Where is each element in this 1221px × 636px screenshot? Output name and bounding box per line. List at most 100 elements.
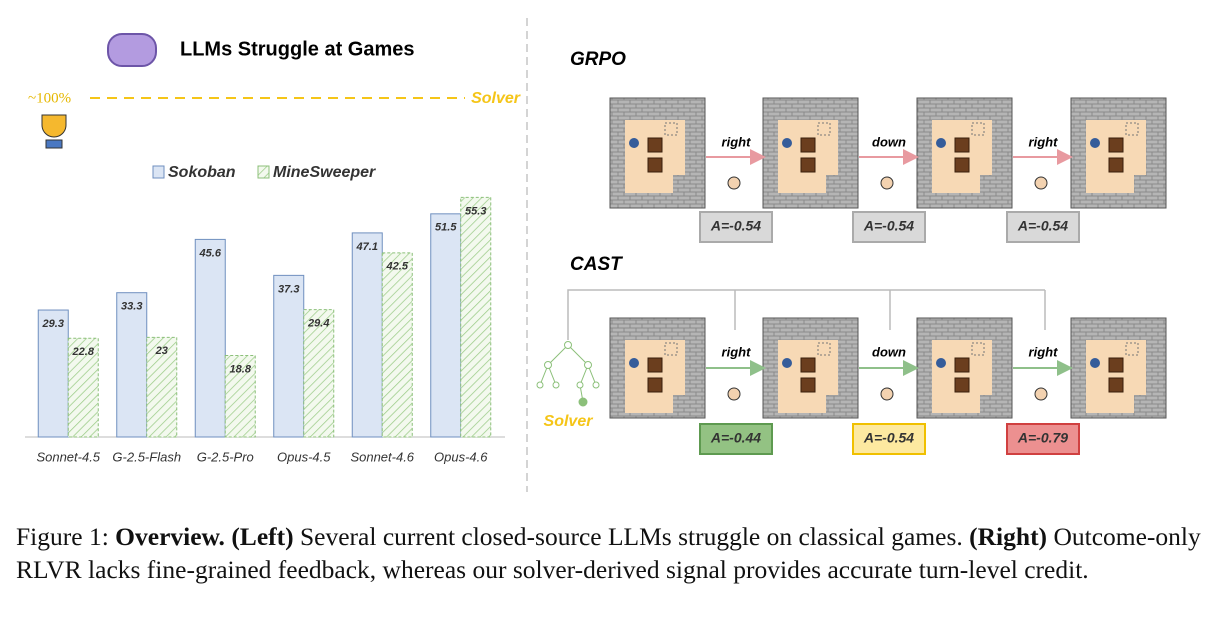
advantage-label: A=-0.54 — [710, 218, 761, 234]
box — [647, 377, 663, 393]
x-tick-label: Opus-4.5 — [277, 449, 331, 464]
bar — [303, 309, 335, 438]
reference-name: Solver — [471, 90, 521, 107]
value-label: 37.3 — [278, 283, 299, 295]
bar — [351, 232, 383, 438]
player — [936, 138, 946, 148]
value-label: 29.4 — [307, 318, 329, 330]
agent — [1034, 387, 1048, 401]
box — [800, 357, 816, 373]
box — [954, 137, 970, 153]
box — [954, 377, 970, 393]
advantage-box — [1006, 211, 1080, 243]
value-label: 22.8 — [72, 346, 95, 358]
reference-label: ~100% — [28, 90, 71, 106]
advantage-label: A=-0.54 — [863, 430, 914, 446]
solver-links — [567, 289, 1046, 340]
grpo-label: GRPO — [570, 49, 626, 70]
trophy-icon — [41, 114, 67, 138]
player — [782, 358, 792, 368]
bar — [224, 355, 256, 438]
action-label: right — [722, 134, 752, 149]
bar — [381, 252, 413, 438]
caption-left-tag: (Left) — [231, 522, 294, 551]
advantage-box — [852, 423, 926, 455]
caption-right: Outcome-only RLVR lacks fine-grained fee… — [16, 522, 1201, 584]
bar — [194, 238, 226, 438]
agent — [727, 176, 741, 190]
legend-swatch — [257, 165, 270, 179]
value-label: 33.3 — [121, 301, 142, 313]
x-tick-label: Sonnet-4.5 — [36, 449, 100, 464]
bar — [67, 337, 99, 438]
agent — [1034, 176, 1048, 190]
player — [936, 358, 946, 368]
caption-right-tag: (Right) — [969, 522, 1048, 551]
bar — [146, 336, 178, 438]
bar — [460, 196, 492, 438]
player — [1090, 138, 1100, 148]
caption-bold: Overview. — [115, 522, 225, 551]
agent — [880, 387, 894, 401]
trophy-base — [45, 139, 63, 149]
agent — [880, 176, 894, 190]
x-tick-label: Sonnet-4.6 — [350, 449, 414, 464]
board-floor — [778, 120, 838, 193]
target — [971, 342, 985, 356]
advantage-box — [1006, 423, 1080, 455]
advantage-label: A=-0.54 — [863, 218, 914, 234]
box — [954, 157, 970, 173]
board-floor — [778, 340, 838, 413]
box — [800, 377, 816, 393]
advantage-label: A=-0.54 — [1017, 218, 1068, 234]
player — [1090, 358, 1100, 368]
x-tick-label: Opus-4.6 — [434, 449, 488, 464]
value-label: 55.3 — [465, 205, 486, 217]
box — [1108, 357, 1124, 373]
bar — [430, 213, 462, 438]
board-floor — [1086, 120, 1146, 193]
target — [817, 122, 831, 136]
advantage-label: A=-0.44 — [710, 430, 761, 446]
caption-left: Several current closed-source LLMs strug… — [299, 522, 963, 551]
bar — [116, 292, 148, 438]
player — [629, 138, 639, 148]
cast-label: CAST — [570, 254, 623, 275]
bar — [37, 309, 69, 438]
board-floor — [932, 340, 992, 413]
board-floor — [1086, 340, 1146, 413]
caption-lead: Figure 1: — [16, 522, 109, 551]
box — [800, 137, 816, 153]
target — [1125, 122, 1139, 136]
value-label: 47.1 — [356, 241, 378, 253]
target — [817, 342, 831, 356]
board-floor — [932, 120, 992, 193]
caption: Figure 1: Overview. (Left) Several curre… — [16, 520, 1216, 586]
box — [647, 157, 663, 173]
advantage-label: A=-0.79 — [1017, 430, 1068, 446]
value-label: 18.8 — [230, 363, 252, 375]
target — [971, 122, 985, 136]
box — [647, 137, 663, 153]
board-floor — [625, 120, 685, 193]
target — [664, 342, 678, 356]
agent — [727, 387, 741, 401]
legend-label: MineSweeper — [273, 164, 376, 181]
action-label: down — [872, 344, 906, 359]
value-label: 42.5 — [386, 261, 409, 273]
value-label: 51.5 — [435, 222, 457, 234]
target — [1125, 342, 1139, 356]
box — [1108, 157, 1124, 173]
box — [954, 357, 970, 373]
action-label: down — [872, 134, 906, 149]
gamepad-icon — [107, 33, 157, 67]
advantage-box — [699, 423, 773, 455]
board-floor — [625, 340, 685, 413]
advantage-box — [699, 211, 773, 243]
x-tick-label: G-2.5-Pro — [197, 449, 254, 464]
box — [1108, 377, 1124, 393]
action-label: right — [722, 344, 752, 359]
legend-label: Sokoban — [168, 164, 236, 181]
solver-tree — [536, 341, 600, 407]
